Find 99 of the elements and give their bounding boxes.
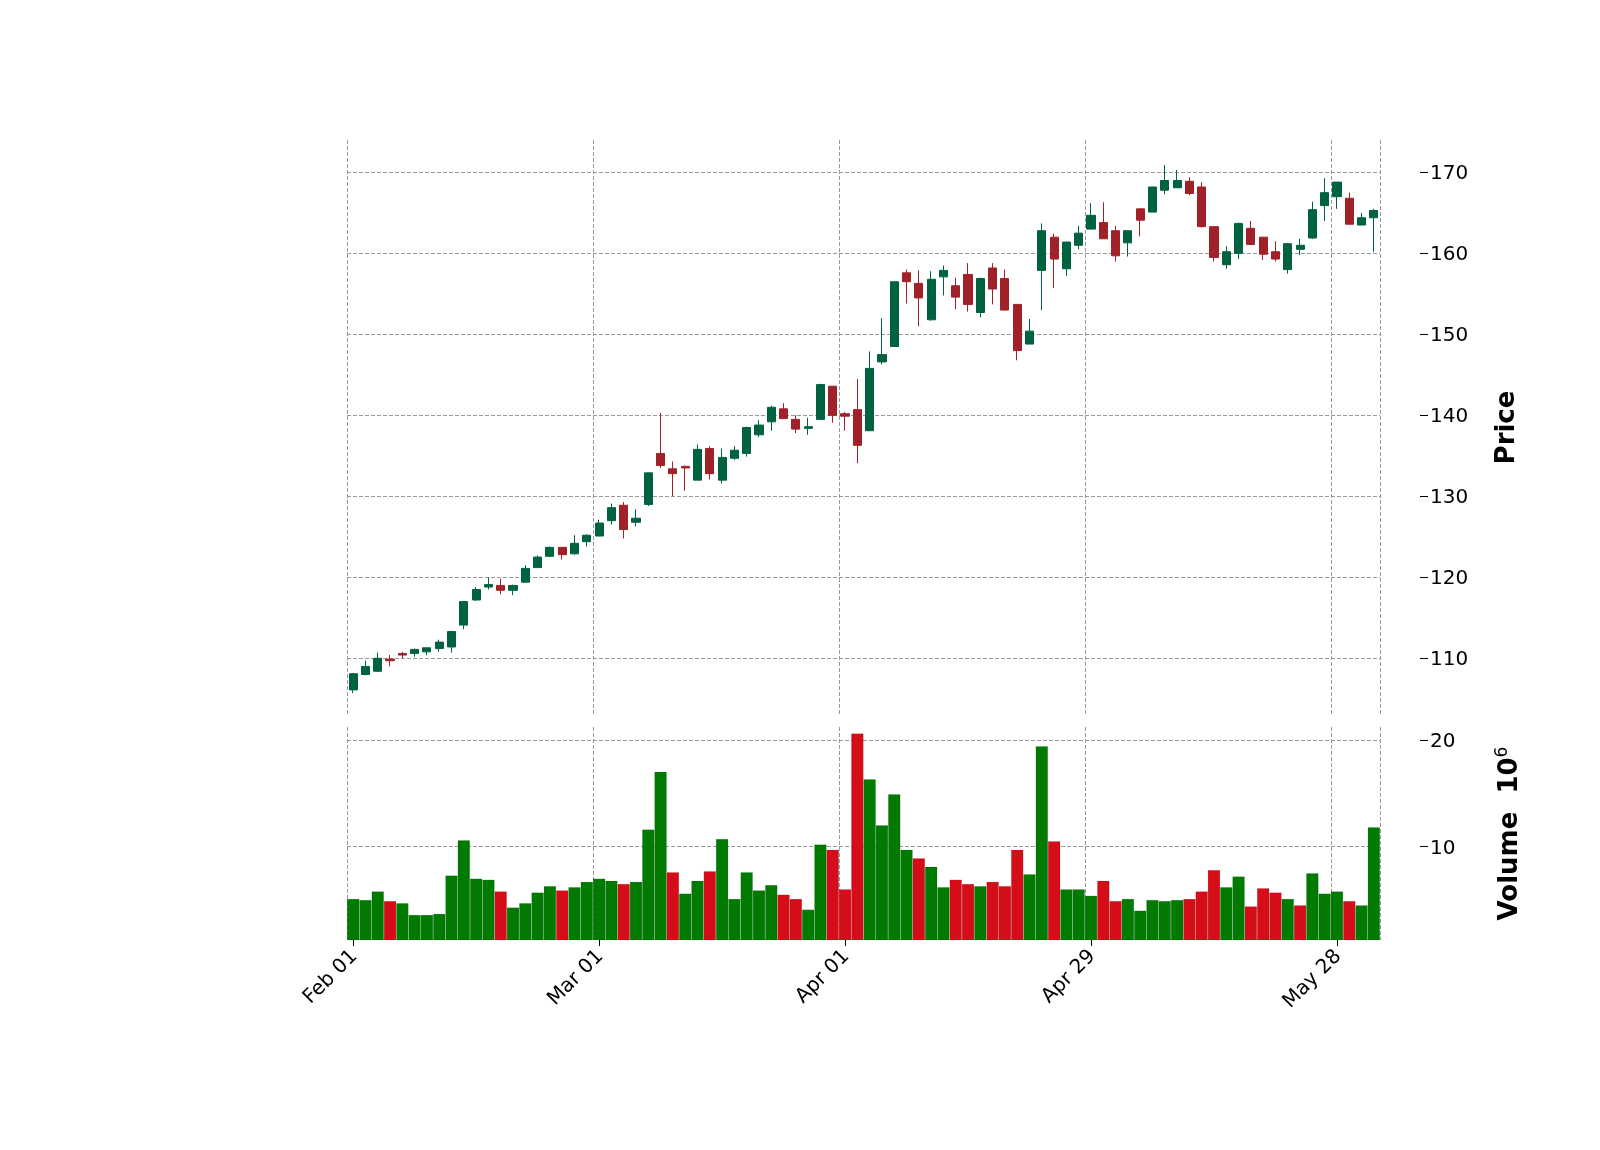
candlestick	[1173, 169, 1182, 189]
x-tick-label: Mar 01	[541, 943, 608, 1010]
candlestick	[791, 414, 800, 434]
y-tick-label: 120	[1430, 565, 1469, 590]
candlestick	[422, 647, 431, 656]
candlestick	[656, 412, 665, 469]
candlestick	[472, 586, 481, 602]
candlestick	[902, 269, 911, 305]
candlestick	[582, 533, 591, 548]
candlestick	[484, 576, 493, 590]
candlestick	[459, 601, 468, 630]
candlestick	[890, 281, 899, 348]
x-tick-label: Feb 01	[297, 943, 362, 1008]
candlestick	[939, 265, 948, 296]
candlestick	[595, 519, 604, 537]
candlestick	[1369, 208, 1378, 253]
candlestick	[840, 411, 850, 432]
candlestick	[816, 383, 825, 420]
candlestick	[1259, 236, 1268, 261]
candlestick	[853, 378, 862, 464]
candlestick	[644, 472, 653, 507]
candlestick	[545, 546, 554, 558]
candlestick	[705, 445, 714, 480]
candlestick	[1234, 222, 1243, 260]
candlestick	[385, 654, 395, 667]
candlestick	[693, 444, 702, 481]
candlestick	[1222, 245, 1231, 270]
candlestick	[951, 277, 960, 310]
candlestick	[1050, 233, 1059, 289]
candlestick	[1099, 201, 1108, 240]
candlestick	[1025, 318, 1034, 345]
candlestick	[877, 317, 887, 365]
candlestick	[1345, 192, 1354, 225]
candlestick	[558, 546, 567, 561]
candlestick	[1123, 230, 1132, 258]
candlestick	[1246, 220, 1255, 245]
candlestick	[718, 448, 727, 484]
candlestick	[1271, 240, 1280, 262]
candlestick	[767, 405, 776, 432]
candlestick	[927, 270, 936, 322]
candlestick	[1308, 201, 1317, 240]
candlestick	[1062, 241, 1071, 277]
candlestick	[508, 584, 518, 596]
x-tick-label: Apr 29	[1035, 943, 1100, 1008]
candlestick	[631, 508, 641, 527]
candlestick	[1185, 176, 1194, 196]
y-tick-label: 20	[1430, 727, 1456, 752]
candlestick	[754, 419, 764, 438]
y-tick-label: 160	[1430, 241, 1469, 266]
candlestick	[779, 402, 788, 420]
candlestick	[976, 277, 985, 318]
candlestick	[804, 417, 813, 436]
candlestick	[349, 672, 358, 694]
candlestick	[1320, 177, 1329, 222]
y-axis-title: Volume 106	[1490, 746, 1523, 921]
candlestick	[1209, 226, 1219, 262]
candlestick	[1283, 242, 1292, 275]
candlestick	[963, 262, 973, 313]
candlestick	[1197, 181, 1206, 228]
candlestick	[1160, 164, 1169, 195]
candlestick	[1000, 269, 1009, 311]
candlestick	[521, 564, 530, 583]
candlestick	[668, 461, 677, 497]
candlestick	[1296, 238, 1305, 256]
x-tick-label: Apr 01	[789, 943, 854, 1008]
y-tick-label: 130	[1430, 484, 1469, 509]
candlestick	[1332, 181, 1342, 210]
candlestick	[681, 465, 690, 492]
candlestick	[398, 651, 407, 659]
candlestick	[742, 426, 751, 458]
candlestick	[1013, 303, 1022, 361]
candlestick	[1086, 202, 1096, 230]
candlestick	[361, 660, 370, 676]
candlestick	[607, 503, 616, 526]
y-axis-title: Price	[1490, 390, 1520, 465]
candlestick	[570, 534, 579, 556]
candlestick	[865, 350, 874, 432]
candlestick	[1037, 222, 1046, 311]
candlestick	[619, 501, 628, 539]
candlestick	[410, 648, 419, 658]
candlestick	[1111, 225, 1120, 262]
candlestick	[447, 631, 456, 654]
candlestick	[435, 639, 444, 653]
y-tick-label: 170	[1430, 160, 1469, 185]
y-tick-label: 140	[1430, 403, 1469, 428]
candlestick	[1136, 208, 1145, 237]
candlestick	[988, 262, 997, 305]
candlestick	[373, 652, 382, 673]
y-tick-label: 150	[1430, 322, 1469, 347]
candlestick	[1074, 225, 1083, 250]
y-tick-label: 110	[1430, 646, 1469, 671]
candlestick	[533, 554, 542, 569]
candlestick	[914, 269, 923, 327]
y-tick-label: 10	[1430, 834, 1456, 859]
candlestick	[730, 445, 739, 461]
candlestick	[828, 385, 837, 424]
candlestick	[1148, 186, 1157, 213]
candlestick	[1357, 212, 1366, 226]
candlestick	[496, 578, 505, 595]
